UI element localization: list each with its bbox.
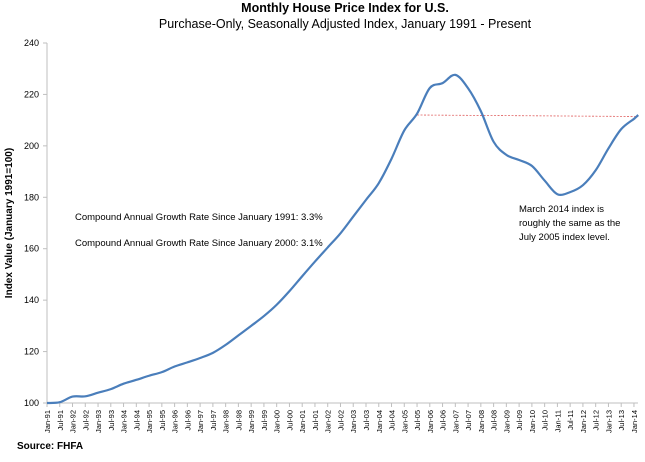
- x-tick-label: Jan-08: [477, 410, 486, 433]
- source-note: Source: FHFA: [17, 441, 84, 452]
- x-tick-label: Jul-05: [413, 410, 422, 430]
- chart-title: Monthly House Price Index for U.S.: [241, 1, 449, 15]
- x-tick-label: Jul-91: [56, 410, 65, 430]
- x-tick-label: Jul-01: [311, 410, 320, 430]
- x-tick-label: Jul-92: [81, 410, 90, 430]
- x-tick-label: Jan-09: [502, 410, 511, 433]
- annotation-march-2014-line1: March 2014 index is: [519, 204, 605, 215]
- x-tick-label: Jan-00: [273, 410, 282, 433]
- x-tick-label: Jul-06: [439, 410, 448, 430]
- x-tick-label: Jan-97: [196, 410, 205, 433]
- y-tick-label: 220: [24, 89, 39, 99]
- x-tick-label: Jan-07: [451, 410, 460, 433]
- x-tick-label: Jan-98: [222, 410, 231, 433]
- x-tick-label: Jul-12: [592, 410, 601, 430]
- y-tick-label: 240: [24, 38, 39, 48]
- y-tick-label: 180: [24, 192, 39, 202]
- y-tick-label: 120: [24, 347, 39, 357]
- y-tick-label: 200: [24, 141, 39, 151]
- y-tick-label: 140: [24, 295, 39, 305]
- x-tick-label: Jul-00: [285, 410, 294, 430]
- y-tick-label: 160: [24, 244, 39, 254]
- x-tick-label: Jul-97: [209, 410, 218, 430]
- x-tick-label: Jul-07: [464, 410, 473, 430]
- hpi-series-line: [46, 73, 639, 405]
- annotation-cagr-1991: Compound Annual Growth Rate Since Januar…: [75, 212, 323, 223]
- annotation-march-2014-line3: July 2005 index level.: [519, 232, 610, 243]
- x-tick-label: Jan-06: [426, 410, 435, 433]
- x-tick-label: Jul-10: [541, 410, 550, 430]
- reference-line-july-2005: [417, 114, 639, 117]
- x-tick-label: Jan-01: [298, 410, 307, 433]
- chart-subtitle: Purchase-Only, Seasonally Adjusted Index…: [158, 17, 532, 31]
- x-tick-label: Jan-92: [69, 410, 78, 433]
- x-tick-label: Jan-12: [579, 410, 588, 433]
- x-tick-label: Jan-99: [247, 410, 256, 433]
- x-tick-label: Jul-11: [566, 410, 575, 430]
- x-tick-label: Jul-99: [260, 410, 269, 430]
- x-tick-label: Jul-08: [490, 410, 499, 430]
- x-tick-label: Jan-05: [400, 410, 409, 433]
- x-tick-label: Jan-91: [43, 410, 52, 433]
- x-tick-label: Jul-95: [158, 410, 167, 430]
- x-tick-label: Jan-13: [604, 410, 613, 433]
- annotation-march-2014-line2: roughly the same as the: [519, 218, 621, 229]
- x-tick-label: Jul-96: [183, 410, 192, 430]
- x-tick-label: Jan-02: [324, 410, 333, 433]
- y-axis-title: Index Value (January 1991=100): [4, 148, 15, 298]
- x-tick-label: Jul-93: [107, 410, 116, 430]
- x-tick-label: Jul-02: [336, 410, 345, 430]
- x-tick-label: Jul-13: [617, 410, 626, 430]
- annotation-cagr-2000: Compound Annual Growth Rate Since Januar…: [75, 238, 323, 249]
- x-tick-label: Jan-11: [553, 410, 562, 432]
- x-tick-label: Jul-09: [515, 410, 524, 430]
- x-tick-label: Jul-03: [362, 410, 371, 430]
- x-tick-label: Jan-03: [349, 410, 358, 433]
- x-tick-label: Jan-10: [528, 410, 537, 433]
- x-tick-label: Jan-95: [145, 410, 154, 433]
- x-tick-label: Jan-93: [94, 410, 103, 433]
- y-tick-label: 100: [24, 398, 39, 408]
- x-tick-label: Jul-98: [234, 410, 243, 430]
- x-tick-label: Jan-14: [630, 410, 639, 433]
- x-tick-label: Jul-04: [388, 410, 397, 430]
- x-tick-label: Jan-94: [120, 410, 129, 433]
- x-tick-label: Jan-96: [171, 410, 180, 433]
- x-tick-label: Jul-94: [132, 410, 141, 430]
- x-tick-label: Jan-04: [375, 410, 384, 433]
